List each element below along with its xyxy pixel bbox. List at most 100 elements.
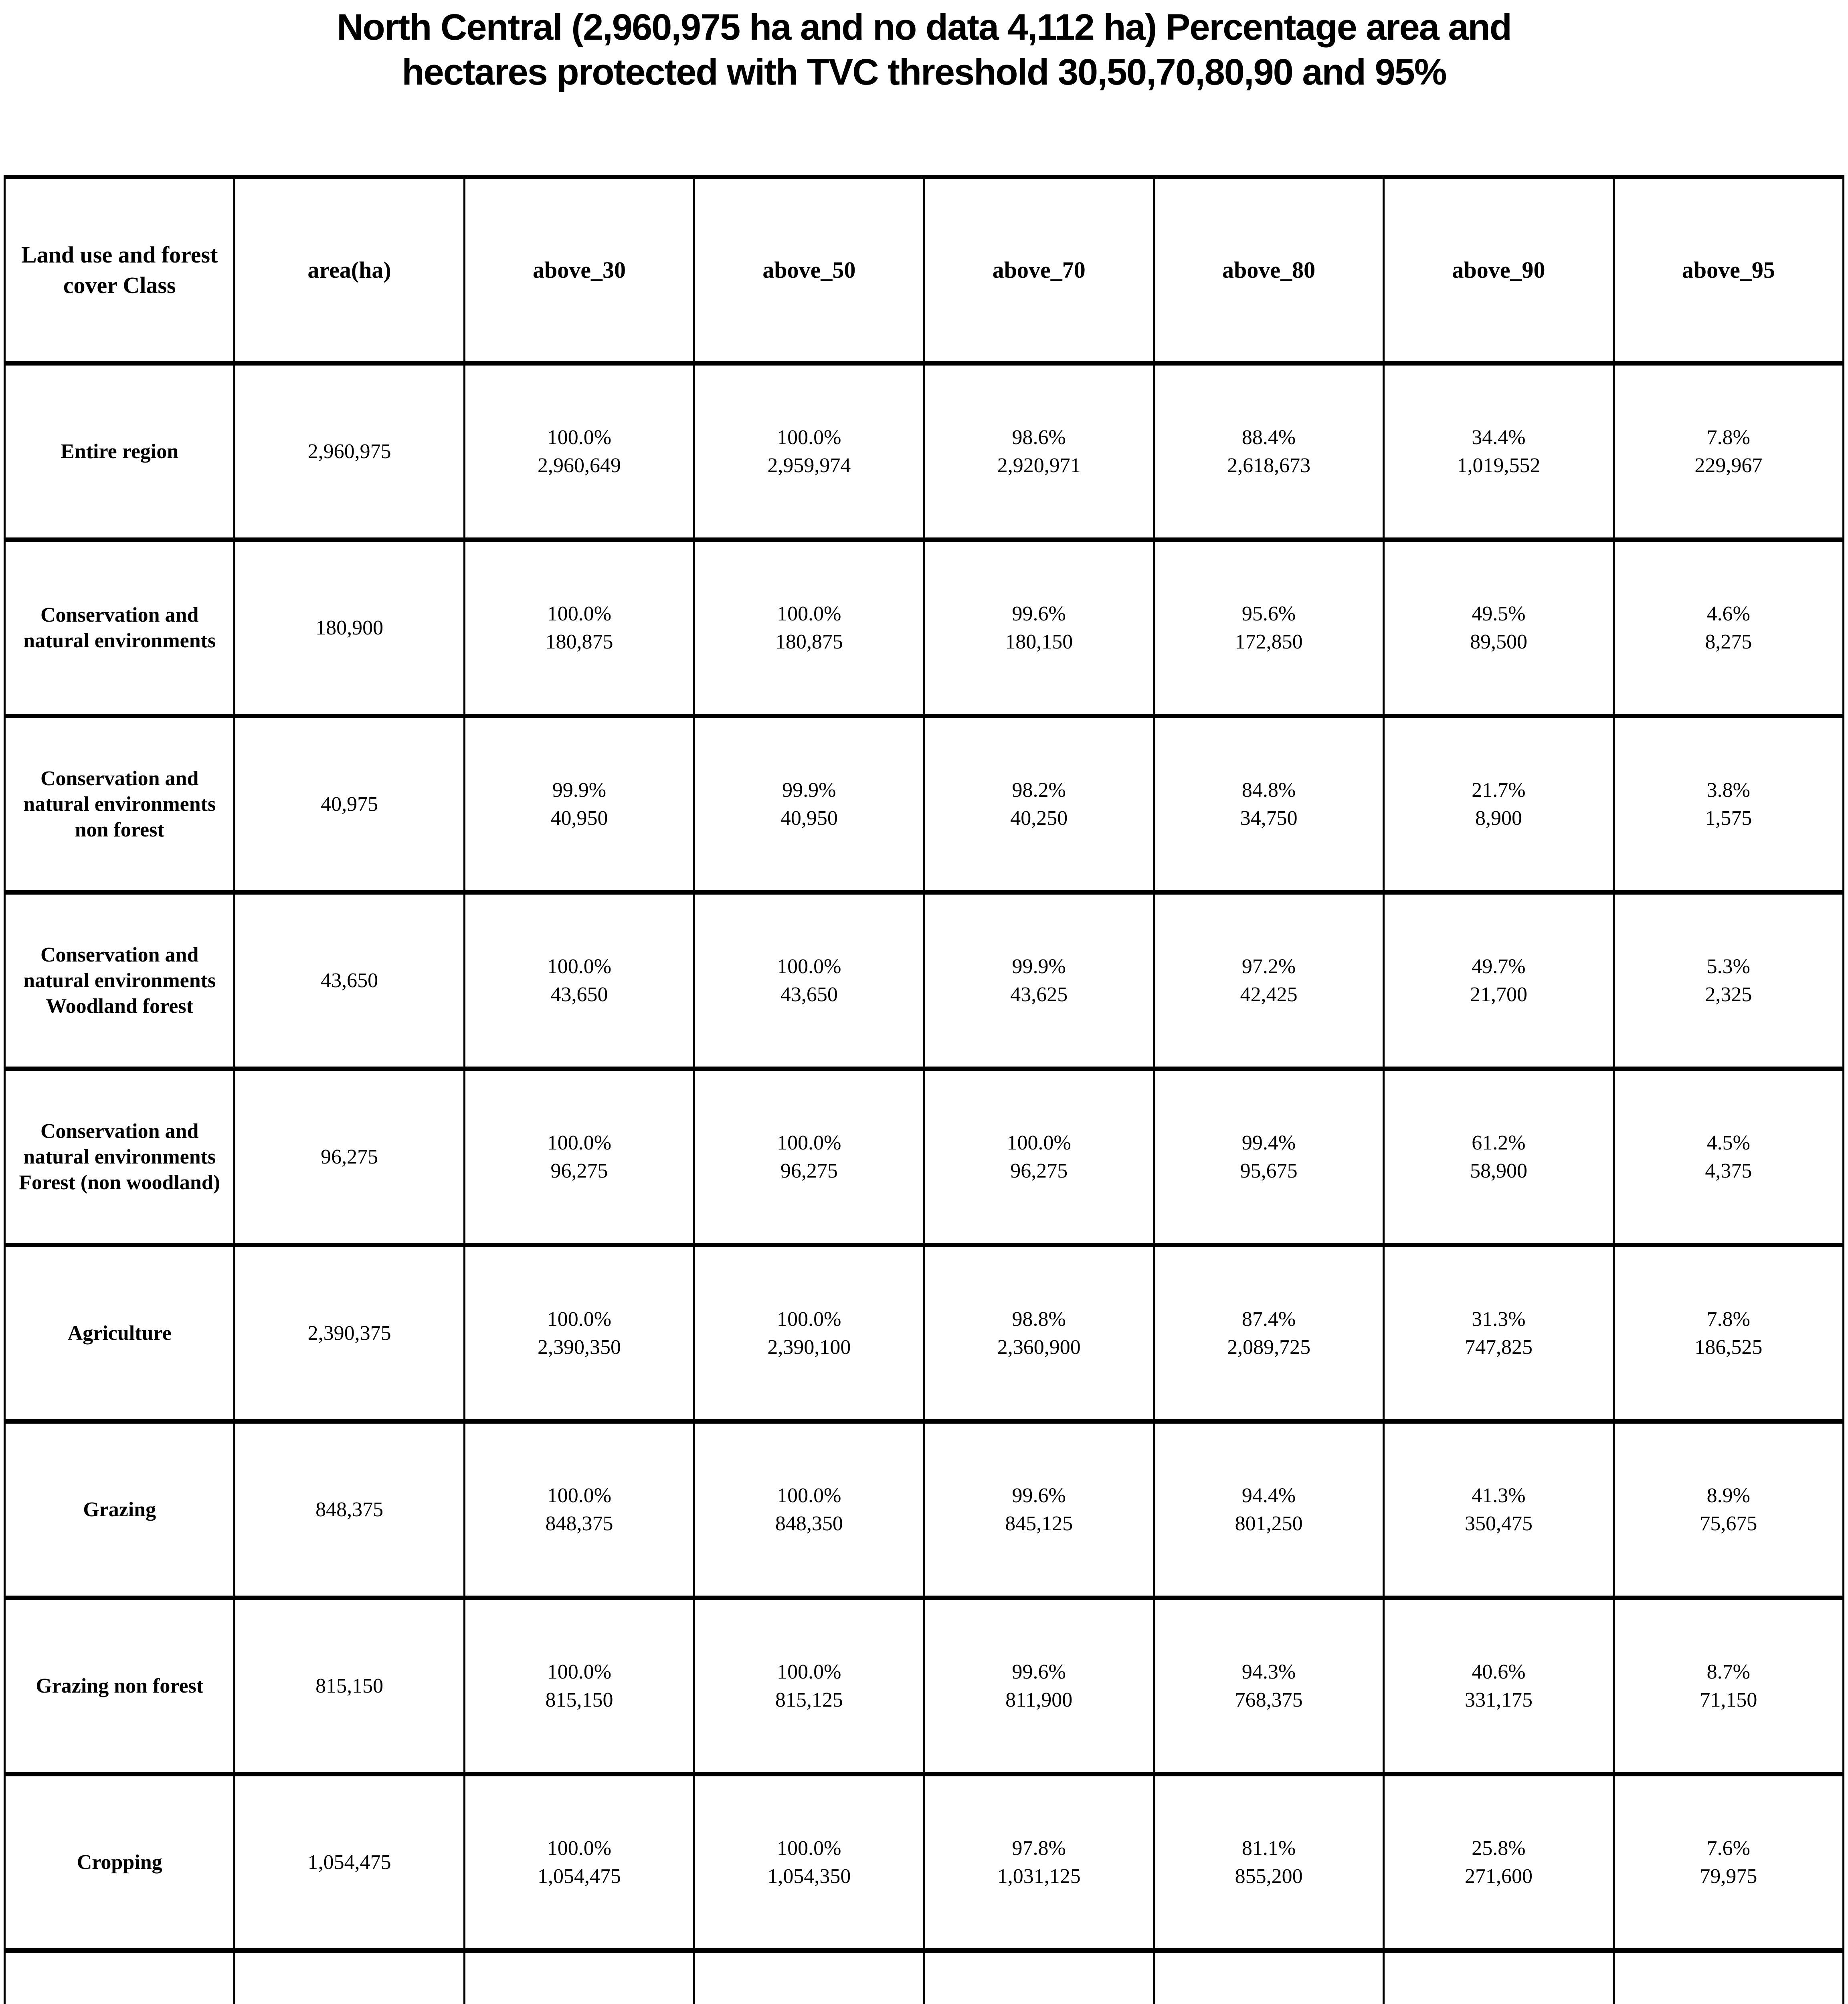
hectares-value: 801,250 [1235, 1512, 1303, 1535]
page-title-line-1: North Central (2,960,975 ha and no data … [337, 7, 1512, 48]
row-cell-above-30: 100.0% 2,960,649 [463, 361, 696, 542]
percent-value: 100.0% [547, 602, 612, 625]
table-row: Conservation and natural environments no… [3, 714, 1845, 895]
row-cell-above-90: 40.6% 331,175 [1383, 1596, 1615, 1776]
hectares-value: 42,425 [1240, 983, 1298, 1006]
row-cell-above-90: 34.4% 1,019,552 [1383, 361, 1615, 542]
percent-value: 100.0% [777, 1307, 841, 1331]
row-cell-above-80: 97.2% 42,425 [1152, 890, 1385, 1071]
row-cell-above-30: 100.0% 815,150 [463, 1596, 696, 1776]
percent-value: 21.7% [1472, 778, 1526, 802]
row-cell-above-70: 99.9% 43,625 [923, 890, 1155, 1071]
percent-value: 98.6% [1012, 426, 1066, 449]
percent-value: 61.2% [1472, 1131, 1526, 1154]
column-header-above-70: above_70 [923, 175, 1155, 366]
hectares-value: 271,600 [1464, 1865, 1533, 1888]
row-area-cell: 2,960,975 [233, 361, 465, 542]
percent-value: 88.4% [1241, 426, 1296, 449]
hectares-value: 2,360,900 [997, 1335, 1081, 1359]
row-cell-above-90: 49.7% 21,700 [1383, 890, 1615, 1071]
row-cell-above-90: 49.5% 89,500 [1383, 537, 1615, 718]
hectares-value: 43,625 [1010, 983, 1068, 1006]
row-cell-above-95: 5.3% 2,325 [1612, 890, 1845, 1071]
row-area-cell: 96,275 [233, 1067, 465, 1247]
hectares-value: 40,950 [780, 806, 838, 830]
row-cell-above-30: 100.0% 848,375 [463, 1419, 696, 1600]
hectares-value: 848,375 [545, 1512, 613, 1535]
percent-value: 100.0% [777, 1660, 841, 1683]
row-cell-above-70: 100.0% 96,275 [923, 1067, 1155, 1247]
row-cell-above-90: 41.3% 350,475 [1383, 1419, 1615, 1600]
column-header-above-30: above_30 [463, 175, 696, 366]
row-class-label: Conservation and natural environments no… [3, 714, 236, 895]
hectares-value: 96,275 [780, 1159, 838, 1182]
hectares-value: 8,900 [1475, 806, 1522, 830]
hectares-value: 1,575 [1705, 806, 1752, 830]
row-cell-above-70: 99.6% 845,125 [923, 1419, 1155, 1600]
row-area-cell: 2,390,375 [233, 1243, 465, 1424]
percent-value: 100.0% [547, 426, 612, 449]
hectares-value: 172,850 [1235, 630, 1303, 653]
percent-value: 100.0% [1007, 1131, 1071, 1154]
row-cell-above-80: 94.3% 768,375 [1152, 1596, 1385, 1776]
percent-value: 4.6% [1706, 602, 1750, 625]
row-area-cell: 180,900 [233, 537, 465, 718]
percent-value: 99.4% [1241, 1131, 1296, 1154]
hectares-value: 815,150 [545, 1688, 613, 1711]
column-header-above-80: above_80 [1152, 175, 1385, 366]
row-area-cell: 476,475 [233, 1948, 465, 2004]
row-cell-above-70: 97.8% 1,031,125 [923, 1772, 1155, 1953]
percent-value: 94.4% [1241, 1484, 1296, 1507]
hectares-value: 4,375 [1705, 1159, 1752, 1182]
percent-value: 41.3% [1472, 1484, 1526, 1507]
percent-value: 100.0% [777, 1484, 841, 1507]
row-cell-above-50: 100.0% 180,875 [693, 537, 925, 718]
hectares-value: 1,019,552 [1457, 454, 1541, 477]
percent-value: 8.9% [1706, 1484, 1750, 1507]
row-cell-above-70: 98.8% 2,360,900 [923, 1243, 1155, 1424]
percent-value: 3.8% [1706, 778, 1750, 802]
row-cell-above-90: 31.3% 747,825 [1383, 1243, 1615, 1424]
table-body: Entire region 2,960,975 100.0% 2,960,649… [3, 361, 1845, 2004]
hectares-value: 1,054,350 [767, 1865, 851, 1888]
row-class-label: Grazing [3, 1419, 236, 1600]
row-class-label: Conservation and natural environments [3, 537, 236, 718]
hectares-value: 2,390,100 [767, 1335, 851, 1359]
percent-value: 84.8% [1241, 778, 1296, 802]
row-cell-above-50: 99.9% 40,950 [693, 714, 925, 895]
percent-value: 99.6% [1012, 602, 1066, 625]
row-cell-above-95: 8.9% 75,675 [1612, 1419, 1845, 1600]
table-row: Conservation and natural environments Fo… [3, 1067, 1845, 1247]
row-class-label: Conservation and natural environments Wo… [3, 890, 236, 1071]
percent-value: 97.8% [1012, 1836, 1066, 1860]
table-row: Grazing non forest 815,150 100.0% 815,15… [3, 1596, 1845, 1776]
percent-value: 81.1% [1241, 1836, 1296, 1860]
row-cell-above-80: 84.8% 34,750 [1152, 714, 1385, 895]
percent-value: 98.2% [1012, 778, 1066, 802]
column-header-area: area(ha) [233, 175, 465, 366]
row-cell-above-95: 4.6% 8,275 [1612, 537, 1845, 718]
table-header-row: Land use and forest cover Class area(ha)… [3, 175, 1845, 366]
hectares-value: 21,700 [1470, 983, 1527, 1006]
hectares-value: 43,650 [550, 983, 608, 1006]
page-title: North Central (2,960,975 ha and no data … [0, 0, 1848, 95]
hectares-value: 1,031,125 [997, 1865, 1081, 1888]
hectares-value: 40,250 [1010, 806, 1068, 830]
hectares-value: 89,500 [1470, 630, 1527, 653]
row-area-cell: 815,150 [233, 1596, 465, 1776]
percent-value: 100.0% [547, 1660, 612, 1683]
hectares-value: 747,825 [1464, 1335, 1533, 1359]
hectares-value: 2,390,350 [537, 1335, 621, 1359]
hectares-value: 58,900 [1470, 1159, 1527, 1182]
hectares-value: 186,525 [1694, 1335, 1763, 1359]
percent-value: 5.3% [1706, 955, 1750, 978]
row-cell-above-50: 100.0% 815,125 [693, 1596, 925, 1776]
percent-value: 99.9% [782, 778, 836, 802]
row-cell-above-50: 100.0% 43,650 [693, 890, 925, 1071]
percent-value: 7.8% [1706, 426, 1750, 449]
hectares-value: 229,967 [1694, 454, 1763, 477]
row-class-label: Conservation and natural environments Fo… [3, 1067, 236, 1247]
hectares-value: 96,275 [1010, 1159, 1068, 1182]
row-cell-above-80: 99.4% 95,675 [1152, 1067, 1385, 1247]
row-cell-above-80: 87.4% 2,089,725 [1152, 1243, 1385, 1424]
